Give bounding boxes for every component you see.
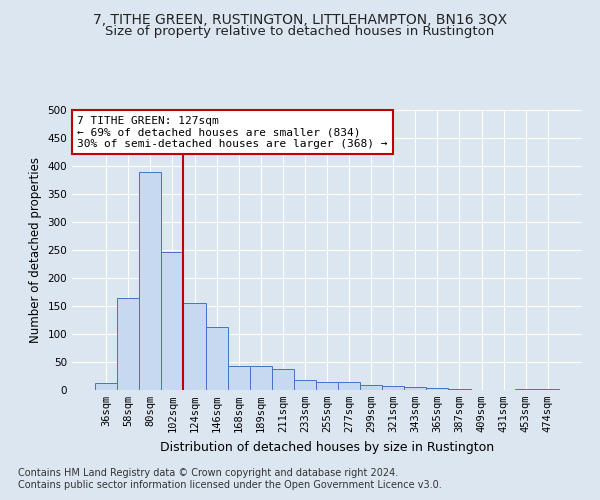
Text: Contains public sector information licensed under the Open Government Licence v3: Contains public sector information licen… bbox=[18, 480, 442, 490]
Bar bbox=[139, 172, 161, 390]
Bar bbox=[95, 384, 117, 390]
Bar bbox=[161, 252, 184, 390]
Bar bbox=[206, 326, 227, 390]
X-axis label: Distribution of detached houses by size in Rustington: Distribution of detached houses by size … bbox=[160, 440, 494, 454]
Bar bbox=[404, 387, 427, 390]
Bar bbox=[272, 368, 294, 390]
Text: 7 TITHE GREEN: 127sqm
← 69% of detached houses are smaller (834)
30% of semi-det: 7 TITHE GREEN: 127sqm ← 69% of detached … bbox=[77, 116, 388, 149]
Bar bbox=[184, 303, 206, 390]
Bar bbox=[382, 386, 404, 390]
Bar bbox=[515, 389, 537, 390]
Bar bbox=[117, 298, 139, 390]
Text: 7, TITHE GREEN, RUSTINGTON, LITTLEHAMPTON, BN16 3QX: 7, TITHE GREEN, RUSTINGTON, LITTLEHAMPTO… bbox=[93, 12, 507, 26]
Bar bbox=[427, 388, 448, 390]
Bar bbox=[360, 385, 382, 390]
Y-axis label: Number of detached properties: Number of detached properties bbox=[29, 157, 42, 343]
Bar bbox=[316, 382, 338, 390]
Bar bbox=[250, 366, 272, 390]
Bar bbox=[338, 382, 360, 390]
Text: Contains HM Land Registry data © Crown copyright and database right 2024.: Contains HM Land Registry data © Crown c… bbox=[18, 468, 398, 477]
Bar bbox=[537, 389, 559, 390]
Bar bbox=[294, 380, 316, 390]
Text: Size of property relative to detached houses in Rustington: Size of property relative to detached ho… bbox=[106, 25, 494, 38]
Bar bbox=[227, 366, 250, 390]
